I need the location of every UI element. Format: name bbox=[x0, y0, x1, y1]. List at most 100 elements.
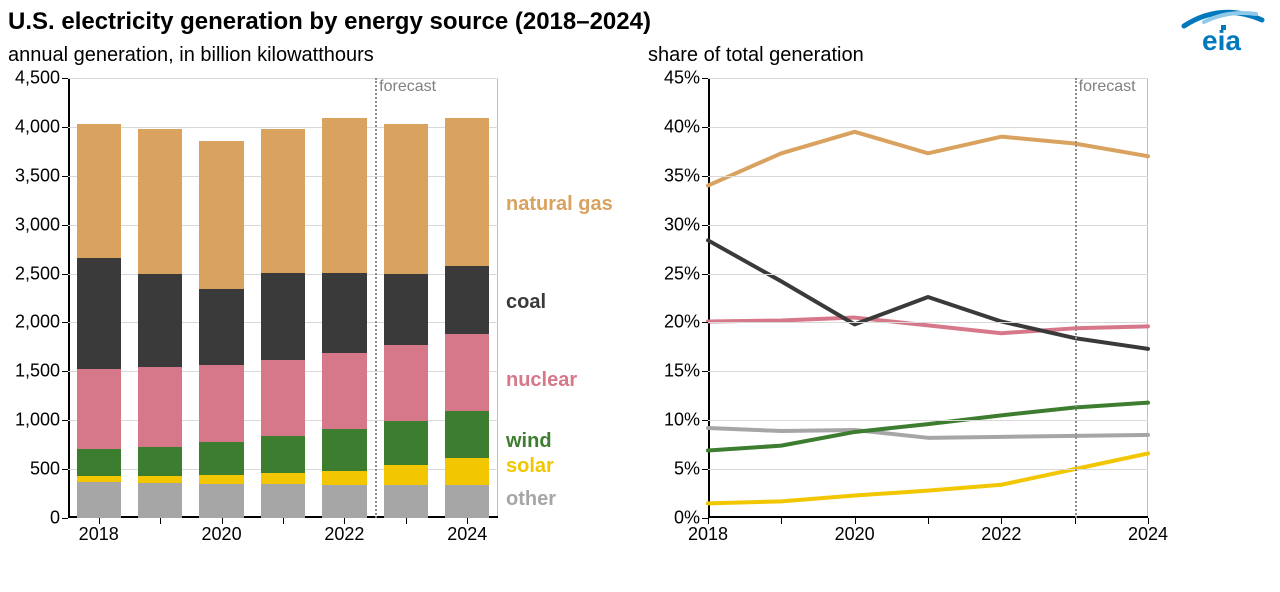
bar-2019 bbox=[138, 129, 182, 518]
bar-segment-natural_gas bbox=[199, 141, 243, 290]
bar-segment-coal bbox=[77, 258, 121, 369]
bar-segment-solar bbox=[384, 465, 428, 485]
y-axis-label: 35% bbox=[664, 165, 708, 186]
bar-segment-solar bbox=[199, 475, 243, 484]
page-title: U.S. electricity generation by energy so… bbox=[8, 8, 651, 36]
bar-segment-other bbox=[322, 485, 366, 518]
bar-segment-solar bbox=[445, 458, 489, 484]
legend-nuclear: nuclear bbox=[506, 369, 577, 392]
forecast-label: forecast bbox=[379, 78, 436, 96]
y-axis-label: 30% bbox=[664, 214, 708, 235]
bar-segment-nuclear bbox=[77, 369, 121, 448]
bar-segment-natural_gas bbox=[77, 124, 121, 258]
bar-segment-wind bbox=[384, 421, 428, 465]
bar-segment-other bbox=[445, 485, 489, 518]
x-axis-label: 2018 bbox=[688, 518, 728, 545]
y-axis-label: 10% bbox=[664, 410, 708, 431]
bar-segment-coal bbox=[261, 273, 305, 360]
legend-coal: coal bbox=[506, 291, 546, 314]
x-axis-label: 2018 bbox=[79, 518, 119, 545]
legend-wind: wind bbox=[506, 430, 552, 453]
forecast-label: forecast bbox=[1079, 78, 1136, 96]
legend-column: natural gas coal nuclear windsolar other bbox=[506, 78, 640, 518]
bar-segment-natural_gas bbox=[445, 118, 489, 266]
bar-segment-coal bbox=[199, 289, 243, 364]
page-root: U.S. electricity generation by energy so… bbox=[0, 0, 1280, 592]
line-nuclear bbox=[708, 318, 1148, 334]
bar-2020 bbox=[199, 141, 243, 518]
line-coal bbox=[708, 240, 1148, 349]
bar-segment-nuclear bbox=[199, 365, 243, 442]
legend-solar: solar bbox=[506, 455, 554, 478]
legend-other: other bbox=[506, 488, 556, 511]
bar-chart-subtitle: annual generation, in billion kilowattho… bbox=[8, 44, 374, 67]
bar-segment-other bbox=[199, 484, 243, 518]
bar-segment-wind bbox=[77, 449, 121, 476]
y-axis-label: 40% bbox=[664, 116, 708, 137]
bar-segment-other bbox=[261, 484, 305, 518]
bar-segment-wind bbox=[445, 411, 489, 458]
y-axis-label: 5% bbox=[674, 459, 708, 480]
bar-segment-solar bbox=[261, 473, 305, 484]
bar-segment-wind bbox=[322, 429, 366, 471]
y-axis-label: 4,000 bbox=[15, 116, 68, 137]
y-axis-label: 15% bbox=[664, 361, 708, 382]
y-axis-label: 1,000 bbox=[15, 410, 68, 431]
bar-segment-natural_gas bbox=[384, 124, 428, 274]
bar-segment-solar bbox=[77, 476, 121, 482]
y-axis-label: 2,500 bbox=[15, 263, 68, 284]
bar-2023 bbox=[384, 124, 428, 518]
bar-segment-nuclear bbox=[322, 353, 366, 429]
line-natural_gas bbox=[708, 132, 1148, 186]
bar-2024 bbox=[445, 118, 489, 518]
bar-segment-natural_gas bbox=[322, 118, 366, 272]
bar-segment-natural_gas bbox=[138, 129, 182, 274]
bar-2021 bbox=[261, 129, 305, 518]
line-other bbox=[708, 428, 1148, 438]
forecast-divider bbox=[375, 78, 377, 518]
line-wind bbox=[708, 403, 1148, 451]
x-axis-label: 2022 bbox=[324, 518, 364, 545]
bar-segment-coal bbox=[322, 273, 366, 353]
bar-segment-nuclear bbox=[261, 360, 305, 436]
bar-segment-wind bbox=[261, 436, 305, 473]
bar-segment-other bbox=[384, 485, 428, 518]
bar-segment-coal bbox=[384, 274, 428, 345]
bar-segment-nuclear bbox=[138, 367, 182, 446]
bar-segment-nuclear bbox=[445, 334, 489, 411]
legend-natural_gas: natural gas bbox=[506, 193, 613, 216]
bar-segment-solar bbox=[322, 471, 366, 485]
x-axis-label: 2022 bbox=[981, 518, 1021, 545]
x-axis-label: 2020 bbox=[202, 518, 242, 545]
bar-segment-coal bbox=[445, 266, 489, 334]
bar-segment-wind bbox=[199, 442, 243, 475]
eia-logo: eia bbox=[1176, 6, 1266, 56]
bar-segment-solar bbox=[138, 476, 182, 483]
bar-segment-other bbox=[138, 483, 182, 518]
line-chart-subtitle: share of total generation bbox=[648, 44, 864, 67]
y-axis-label: 500 bbox=[30, 459, 68, 480]
bar-segment-natural_gas bbox=[261, 129, 305, 273]
bar-2022 bbox=[322, 118, 366, 518]
x-axis-label: 2020 bbox=[835, 518, 875, 545]
line-chart: 0%5%10%15%20%25%30%35%40%45%201820202022… bbox=[648, 78, 1148, 548]
bar-segment-wind bbox=[138, 447, 182, 476]
bar-chart: 05001,0001,5002,0002,5003,0003,5004,0004… bbox=[8, 78, 498, 548]
y-axis-label: 45% bbox=[664, 68, 708, 89]
bar-segment-other bbox=[77, 482, 121, 518]
line-solar bbox=[708, 453, 1148, 503]
bar-segment-coal bbox=[138, 274, 182, 368]
x-axis-label: 2024 bbox=[1128, 518, 1168, 545]
forecast-divider bbox=[1075, 78, 1077, 518]
y-axis-label: 25% bbox=[664, 263, 708, 284]
bar-2018 bbox=[77, 124, 121, 518]
y-axis-label: 3,000 bbox=[15, 214, 68, 235]
y-axis-label: 3,500 bbox=[15, 165, 68, 186]
y-axis-label: 0 bbox=[50, 508, 68, 529]
bar-segment-nuclear bbox=[384, 345, 428, 421]
y-axis-label: 1,500 bbox=[15, 361, 68, 382]
x-axis-label: 2024 bbox=[447, 518, 487, 545]
y-axis-label: 2,000 bbox=[15, 312, 68, 333]
y-axis-label: 20% bbox=[664, 312, 708, 333]
y-axis-label: 4,500 bbox=[15, 68, 68, 89]
